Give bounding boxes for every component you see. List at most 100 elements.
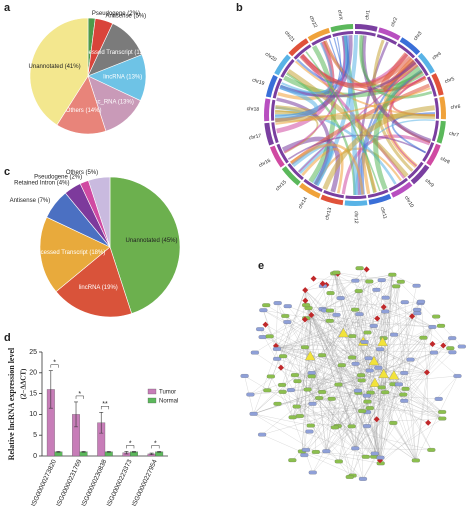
network-edge bbox=[292, 310, 331, 418]
network-node bbox=[412, 283, 421, 288]
network-edge bbox=[311, 372, 336, 428]
network-edge bbox=[296, 372, 427, 407]
slice-label: Processed Transcript (12%) bbox=[76, 50, 150, 56]
chord bbox=[275, 87, 431, 125]
significance-bracket bbox=[50, 364, 59, 368]
network-node bbox=[360, 340, 369, 344]
network-edge bbox=[349, 326, 433, 478]
network-edge bbox=[379, 418, 443, 461]
error-bar bbox=[99, 412, 104, 434]
slice-label: Antisense (7%) bbox=[10, 198, 51, 204]
network-node bbox=[288, 458, 297, 463]
y-tick-label: 0 bbox=[33, 453, 37, 460]
y-tick-label: 15 bbox=[29, 390, 37, 397]
network-node bbox=[358, 409, 367, 414]
network-node bbox=[272, 347, 282, 351]
network-edge bbox=[354, 309, 382, 388]
network-node bbox=[301, 316, 308, 323]
network-edge bbox=[393, 384, 432, 451]
chromosome-label: chr20 bbox=[264, 51, 278, 63]
network-edge bbox=[275, 345, 352, 427]
network-edge bbox=[367, 401, 443, 419]
network-node bbox=[436, 323, 446, 328]
network-edge bbox=[337, 273, 370, 282]
network-node bbox=[351, 446, 360, 451]
network-edge bbox=[312, 392, 386, 473]
network-edge bbox=[338, 461, 350, 478]
network-edge bbox=[299, 274, 393, 417]
network-node bbox=[361, 454, 370, 459]
chromosome-label: chr3 bbox=[413, 30, 424, 42]
chord bbox=[361, 35, 432, 143]
network-node bbox=[388, 272, 397, 277]
network-node bbox=[377, 278, 386, 283]
circos-segment bbox=[388, 177, 409, 192]
network-edge bbox=[311, 309, 356, 316]
network-edge bbox=[369, 394, 404, 409]
network-node bbox=[365, 406, 374, 411]
circos-segment bbox=[274, 54, 291, 76]
network-edge bbox=[359, 314, 364, 479]
network-edge bbox=[267, 290, 306, 391]
network-edge bbox=[276, 348, 453, 353]
network-node bbox=[302, 287, 309, 294]
network-node bbox=[416, 299, 426, 304]
chromosome-label: chr13 bbox=[324, 207, 333, 221]
network-edge bbox=[358, 290, 368, 333]
network-node bbox=[356, 373, 366, 378]
legend-label: Normal bbox=[159, 399, 178, 405]
network-edge bbox=[311, 314, 433, 328]
network-edge bbox=[299, 394, 404, 417]
network-edge bbox=[385, 392, 443, 419]
network-node bbox=[295, 414, 304, 418]
network-node bbox=[400, 398, 409, 403]
circos-segment bbox=[426, 143, 441, 166]
circos-segment bbox=[264, 122, 274, 146]
network-edge bbox=[292, 417, 313, 473]
network-node bbox=[411, 458, 420, 463]
network-edge bbox=[355, 348, 451, 449]
network-edge bbox=[292, 302, 405, 418]
network-node bbox=[423, 369, 430, 376]
chord bbox=[283, 35, 346, 154]
network-edge bbox=[287, 306, 312, 316]
network-node bbox=[250, 350, 259, 355]
network-node bbox=[396, 279, 405, 284]
network-edge bbox=[322, 308, 416, 461]
network-edge bbox=[313, 278, 370, 282]
network-node bbox=[348, 334, 357, 339]
x-tick-label: ENSG00000273820 bbox=[27, 458, 58, 506]
network-edge bbox=[326, 372, 428, 452]
network-node bbox=[400, 371, 409, 375]
circos-segment bbox=[344, 200, 368, 206]
slice-label: Unannotated (41%) bbox=[29, 64, 81, 70]
network-node bbox=[399, 392, 408, 397]
network-node bbox=[262, 303, 271, 308]
x-tick-label: ENSG00000223373 bbox=[103, 458, 134, 506]
network-node bbox=[273, 301, 282, 305]
network-edge bbox=[338, 448, 356, 462]
network-node bbox=[326, 291, 335, 295]
network-edge bbox=[308, 308, 327, 452]
network-node bbox=[406, 357, 415, 362]
network-node bbox=[377, 385, 386, 390]
network-edge bbox=[311, 314, 352, 427]
network-node bbox=[322, 449, 331, 454]
network-edge bbox=[250, 373, 384, 395]
network-node bbox=[362, 424, 372, 429]
network-edge bbox=[305, 290, 394, 376]
circos-segment bbox=[280, 59, 295, 78]
network-node bbox=[258, 335, 267, 339]
network-node bbox=[286, 388, 296, 392]
network-node bbox=[278, 390, 287, 394]
network-edge bbox=[276, 301, 422, 350]
network-node bbox=[334, 459, 343, 464]
network-node bbox=[305, 429, 314, 434]
network-edge bbox=[287, 306, 368, 402]
network-edge bbox=[398, 372, 427, 385]
circos-segment bbox=[431, 120, 439, 142]
network-edge bbox=[355, 309, 443, 419]
network-hub bbox=[377, 336, 388, 347]
network-edge bbox=[307, 375, 458, 390]
